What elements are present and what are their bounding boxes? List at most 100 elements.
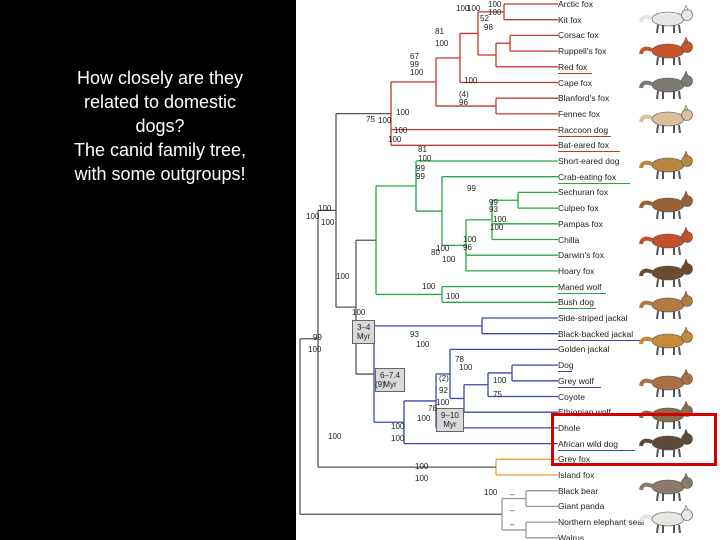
support-value: 100 xyxy=(488,8,502,17)
species-label: Golden jackal xyxy=(558,344,610,355)
support-value: 100 xyxy=(410,68,424,77)
support-value: 52 xyxy=(480,14,489,23)
support-value: 100 xyxy=(306,212,320,221)
highlight-box xyxy=(551,413,717,466)
support-value: 99 xyxy=(416,172,425,181)
species-underline xyxy=(558,386,601,388)
species-label: Black bear xyxy=(558,485,599,496)
species-label: Coyote xyxy=(558,391,585,402)
species-label: Short-eared dog xyxy=(558,156,620,166)
support-value: 78 xyxy=(455,355,464,364)
support-value: (2) xyxy=(439,374,449,383)
species-label: Cape fox xyxy=(558,77,593,88)
support-value: 100 xyxy=(463,235,477,244)
support-value: 100 xyxy=(418,154,432,163)
caption-panel: How closely are they related to domestic… xyxy=(0,0,296,540)
support-value: 100 xyxy=(391,422,405,431)
animal-drawing xyxy=(639,368,693,398)
support-value: 67 xyxy=(410,52,419,61)
species-label: Raccoon dog xyxy=(558,124,609,135)
species-label: Dhole xyxy=(558,422,581,433)
animal-drawing xyxy=(639,4,693,34)
species-underline xyxy=(558,135,611,137)
support-value: 100 xyxy=(436,398,450,407)
support-value: 100 xyxy=(415,474,429,483)
support-value: 100 xyxy=(442,255,456,264)
support-value: 100 xyxy=(446,292,460,301)
species-label: Culpeo fox xyxy=(558,203,599,214)
animal-drawing xyxy=(639,428,693,458)
support-value: 78 xyxy=(428,404,437,413)
support-value: 100 xyxy=(488,0,502,9)
support-value: 100 xyxy=(396,108,410,117)
species-label: Bush dog xyxy=(558,297,594,308)
support-value: (9) xyxy=(375,380,385,389)
species-label: Island fox xyxy=(558,470,595,480)
support-value: 100 xyxy=(490,223,504,232)
support-value: 99 xyxy=(489,198,498,207)
support-value: 81 xyxy=(418,145,427,154)
animal-drawing xyxy=(639,70,693,100)
support-value: 6–7.4 Myr xyxy=(375,368,406,392)
support-value: 100 xyxy=(391,434,405,443)
species-label: Dog xyxy=(558,360,574,371)
support-value: 99 xyxy=(416,164,425,173)
support-value: 3–4 Myr xyxy=(352,320,376,344)
support-value: 96 xyxy=(463,243,472,252)
support-value: 92 xyxy=(439,386,448,395)
animal-drawing xyxy=(639,36,693,66)
species-label: Sechuran fox xyxy=(558,187,609,198)
animal-drawing xyxy=(639,150,693,180)
support-value: 100 xyxy=(321,218,335,227)
species-label: Corsac fox xyxy=(558,30,599,41)
support-value: 98 xyxy=(484,23,493,32)
support-value: 100 xyxy=(416,340,430,349)
species-label: Red fox xyxy=(558,61,588,72)
tree-lines xyxy=(299,3,558,539)
support-value: 99 xyxy=(467,184,476,193)
support-value: 100 xyxy=(378,116,392,125)
support-value: 100 xyxy=(456,4,470,13)
species-underline xyxy=(558,151,620,153)
support-value: 80 xyxy=(431,248,440,257)
species-label: Walrus xyxy=(558,532,585,540)
support-value: 99 xyxy=(410,60,419,69)
species-label: Black-backed jackal xyxy=(558,328,634,339)
support-value: 100 xyxy=(459,363,473,372)
species-label: Giant panda xyxy=(558,501,605,512)
support-value: 100 xyxy=(388,135,402,144)
species-label: Arctic fox xyxy=(558,0,593,9)
animal-drawing xyxy=(639,190,693,220)
support-value: 100 xyxy=(493,376,507,385)
support-value: 96 xyxy=(459,98,468,107)
support-value: 100 xyxy=(417,414,431,423)
support-value: 100 xyxy=(422,282,436,291)
species-underline xyxy=(558,449,635,451)
animal-drawing xyxy=(639,504,693,534)
species-label: Side-striped jackal xyxy=(558,313,628,323)
animal-drawing xyxy=(639,326,693,356)
species-underline xyxy=(558,292,606,294)
species-underline xyxy=(558,308,596,310)
support-value: 100 xyxy=(352,308,366,317)
species-label: Ruppell's fox xyxy=(558,46,607,57)
species-underline xyxy=(558,371,572,373)
species-underline xyxy=(558,339,649,341)
species-label: Pampas fox xyxy=(558,218,603,229)
species-label: Fennec fox xyxy=(558,108,601,119)
support-value: 93 xyxy=(489,205,498,214)
support-value: 100 xyxy=(415,462,429,471)
species-label: Darwin's fox xyxy=(558,250,605,261)
support-value: 100 xyxy=(464,76,478,85)
support-value: 75 xyxy=(366,115,375,124)
support-value: 100 xyxy=(308,345,322,354)
support-value: 9–10 Myr xyxy=(436,408,464,432)
support-value: 75 xyxy=(493,390,502,399)
support-value: – xyxy=(510,490,515,499)
support-value: 100 xyxy=(493,215,507,224)
animal-drawing xyxy=(639,290,693,320)
species-label: Ethiopian wolf xyxy=(558,407,611,418)
support-value: 100 xyxy=(467,4,481,13)
support-value: 93 xyxy=(410,330,419,339)
support-value: 100 xyxy=(328,432,342,441)
